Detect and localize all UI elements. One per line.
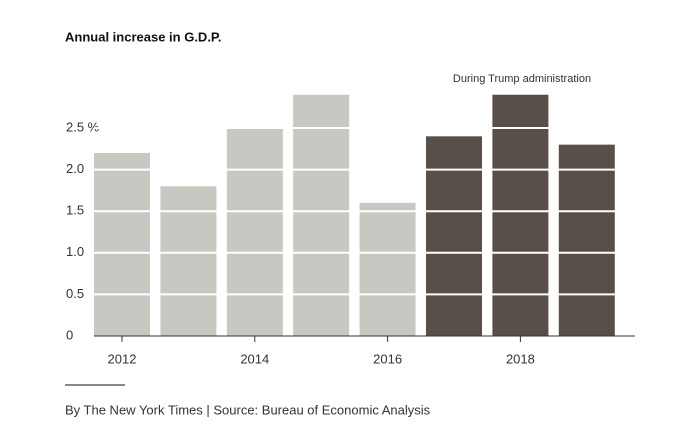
x-tick-label: 2014 — [240, 351, 269, 366]
bar — [293, 94, 350, 336]
bar — [226, 128, 283, 336]
y-tick-label: 2.0 — [66, 161, 84, 176]
y-tick-label: 0 — [66, 327, 73, 342]
x-tick-label: 2016 — [373, 351, 402, 366]
bar — [558, 144, 615, 336]
bar — [492, 94, 549, 336]
annotation: During Trump administration — [453, 73, 591, 85]
bar — [160, 186, 217, 336]
y-tick-label: 1.5 — [66, 203, 84, 218]
y-tick-label: 0.5 — [66, 286, 84, 301]
source: By The New York Times | Source: Bureau o… — [65, 402, 431, 417]
bar — [94, 152, 150, 336]
x-tick-label: 2018 — [506, 351, 535, 366]
bar — [426, 136, 482, 336]
bar — [359, 202, 416, 336]
y-tick-label: 1.0 — [66, 244, 84, 259]
x-tick-label: 2012 — [108, 351, 137, 366]
y-tick-label: 2.5 % — [66, 119, 100, 134]
chart-title: Annual increase in G.D.P. — [65, 29, 222, 44]
